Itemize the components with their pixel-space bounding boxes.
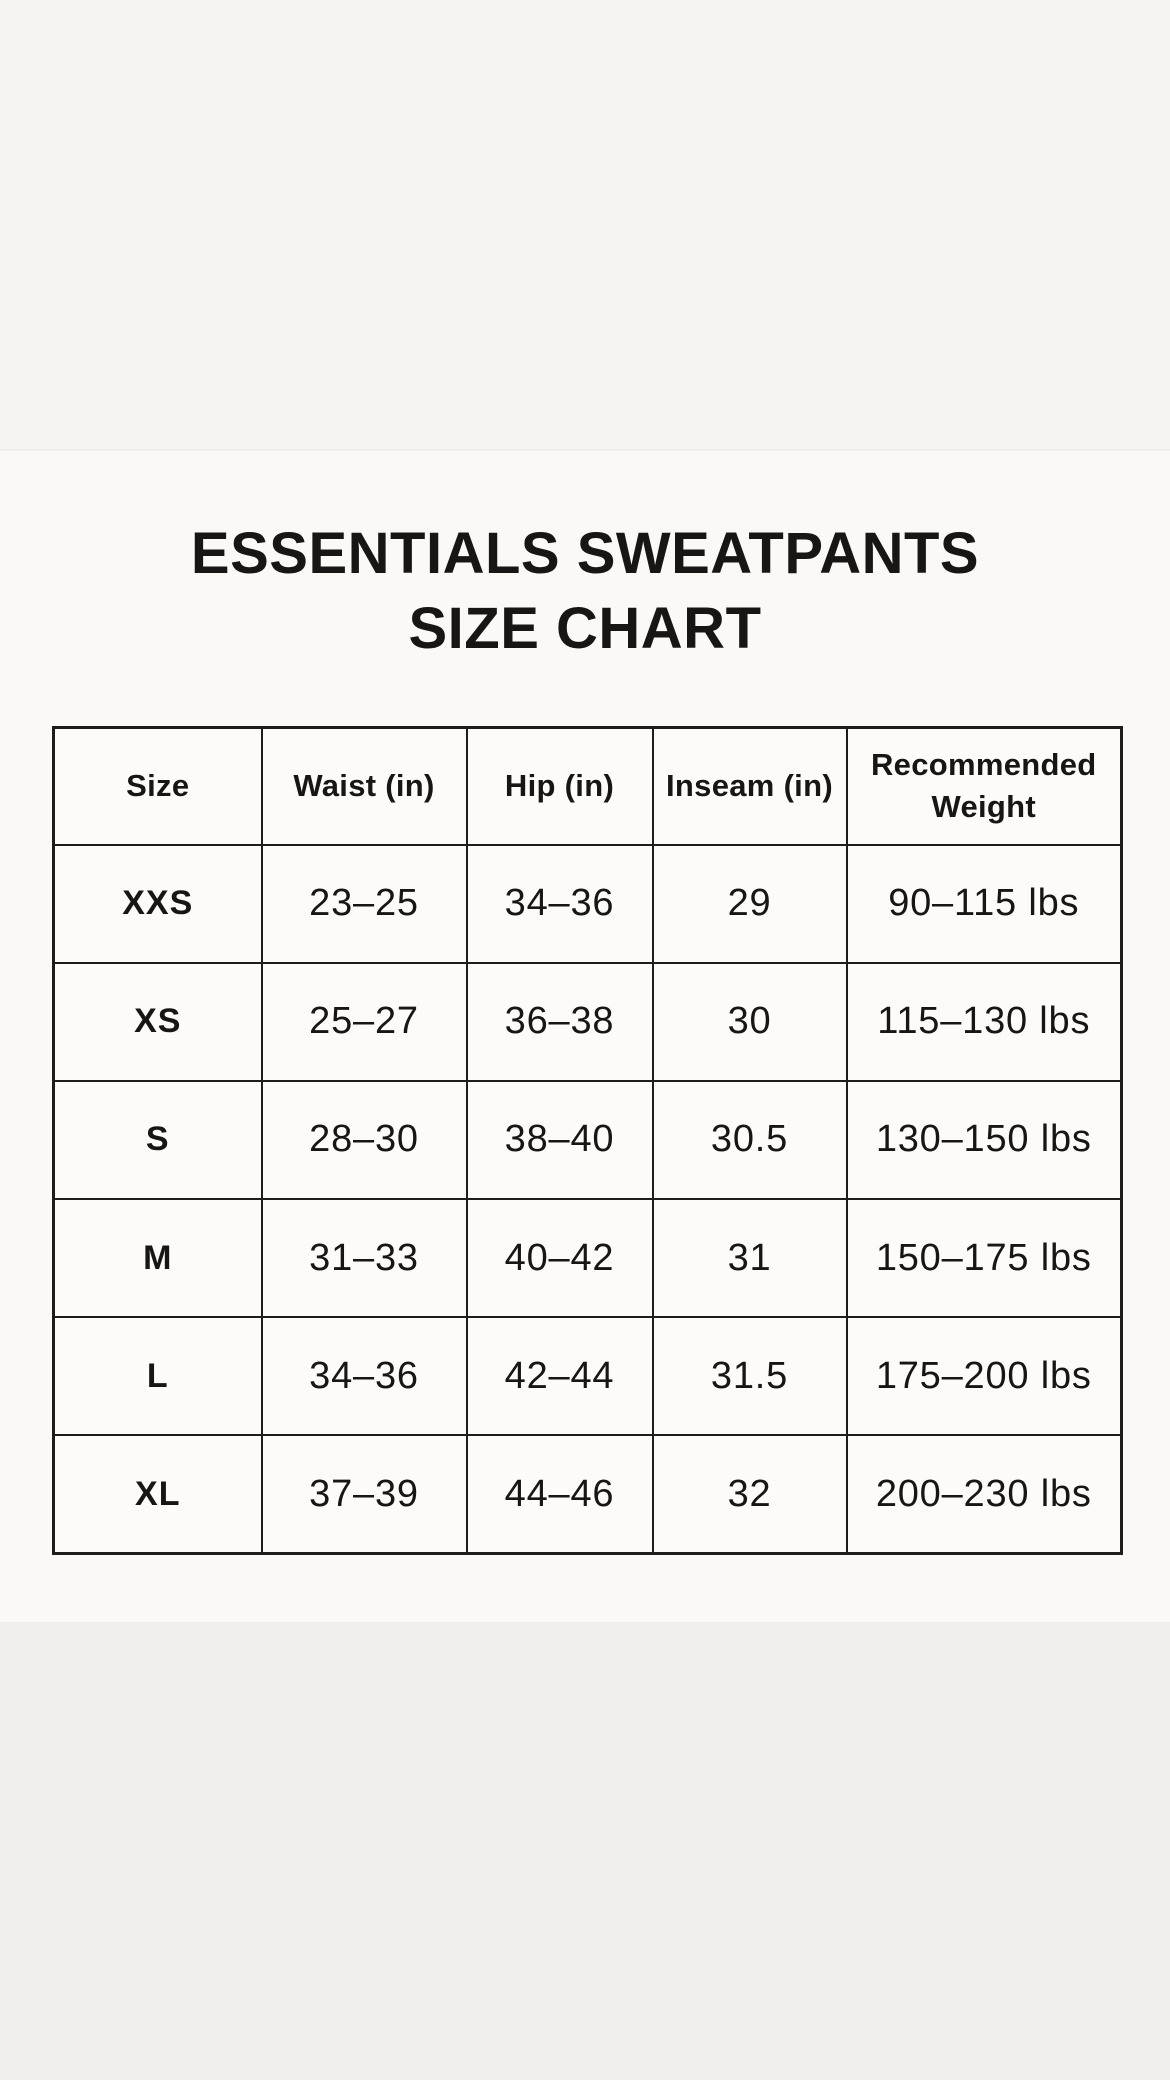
column-header-size: Size	[52, 726, 263, 846]
table-row-xxs: XXS 23–25 34–36 29 90–115 lbs	[52, 843, 1123, 964]
table-row-s: S 28–30 38–40 30.5 130–150 lbs	[52, 1079, 1123, 1200]
table-row-l: L 34–36 42–44 31.5 175–200 lbs	[52, 1316, 1123, 1437]
waist-cell: 34–36	[260, 1316, 468, 1437]
column-header-inseam: Inseam (in)	[651, 726, 848, 846]
table-row-m: M 31–33 40–42 31 150–175 lbs	[52, 1197, 1123, 1319]
size-cell: XXS	[52, 843, 263, 964]
hip-cell: 44–46	[465, 1434, 654, 1555]
hip-cell: 40–42	[465, 1197, 654, 1319]
waist-cell: 25–27	[260, 961, 468, 1082]
table-row-xl: XL 37–39 44–46 32 200–230 lbs	[52, 1434, 1123, 1555]
page-title: ESSENTIALS SWEATPANTS SIZE CHART	[0, 516, 1170, 666]
top-spacer-band	[0, 0, 1170, 451]
size-cell: L	[52, 1316, 263, 1437]
page-title-line-1: ESSENTIALS SWEATPANTS	[190, 521, 980, 586]
size-cell: XS	[52, 961, 263, 1082]
weight-cell: 130–150 lbs	[845, 1079, 1123, 1200]
hip-cell: 34–36	[465, 843, 654, 964]
size-cell: S	[52, 1079, 263, 1200]
hip-cell: 36–38	[465, 961, 654, 1082]
weight-cell: 175–200 lbs	[845, 1316, 1123, 1437]
weight-cell: 200–230 lbs	[845, 1434, 1123, 1555]
header-row: Size Waist (in) Hip (in) Inseam (in) Rec…	[52, 726, 1123, 846]
hip-cell: 42–44	[465, 1316, 654, 1437]
waist-cell: 28–30	[260, 1079, 468, 1200]
size-cell: XL	[52, 1434, 263, 1555]
waist-cell: 31–33	[260, 1197, 468, 1319]
waist-cell: 37–39	[260, 1434, 468, 1555]
page-title-line-2: SIZE CHART	[408, 596, 762, 661]
weight-cell: 115–130 lbs	[845, 961, 1123, 1082]
hip-cell: 38–40	[465, 1079, 654, 1200]
size-chart-table: Size Waist (in) Hip (in) Inseam (in) Rec…	[52, 726, 1123, 1555]
inseam-cell: 31	[651, 1197, 848, 1319]
column-header-hip: Hip (in)	[465, 726, 654, 846]
table-row-xs: XS 25–27 36–38 30 115–130 lbs	[52, 961, 1123, 1082]
size-cell: M	[52, 1197, 263, 1319]
inseam-cell: 32	[651, 1434, 848, 1555]
column-header-waist: Waist (in)	[260, 726, 468, 846]
waist-cell: 23–25	[260, 843, 468, 964]
column-header-weight: Recommended Weight	[845, 726, 1123, 846]
weight-cell: 90–115 lbs	[845, 843, 1123, 964]
bottom-spacer-band	[0, 1622, 1170, 2080]
inseam-cell: 29	[651, 843, 848, 964]
inseam-cell: 30	[651, 961, 848, 1082]
inseam-cell: 30.5	[651, 1079, 848, 1200]
inseam-cell: 31.5	[651, 1316, 848, 1437]
weight-cell: 150–175 lbs	[845, 1197, 1123, 1319]
